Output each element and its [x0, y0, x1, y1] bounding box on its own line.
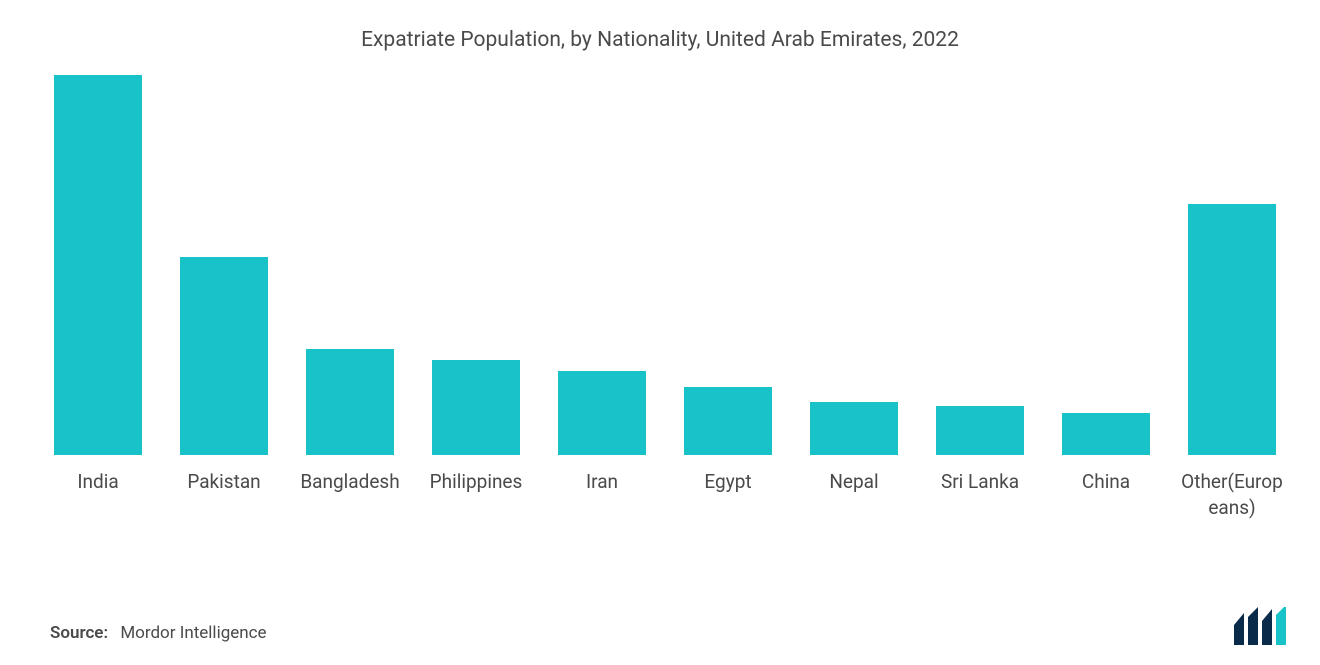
source-label: Source: [50, 623, 108, 643]
bar-column: India [35, 75, 161, 555]
bar-wrap [917, 75, 1043, 455]
bar [54, 75, 142, 455]
bar [180, 257, 268, 455]
bar [684, 387, 772, 455]
source-value: Mordor Intelligence [120, 623, 266, 643]
bar-wrap [1169, 75, 1295, 455]
bar-column: Sri Lanka [917, 75, 1043, 555]
bar-category-label: Bangladesh [300, 469, 399, 495]
bar-chart: India Pakistan Bangladesh Philippines Iran Eg… [35, 75, 1295, 555]
bar-column: Other(Europeans) [1169, 75, 1295, 555]
bar [810, 402, 898, 455]
bar-column: Egypt [665, 75, 791, 555]
chart-title: Expatriate Population, by Nationality, U… [0, 0, 1320, 52]
bar-category-label: India [77, 469, 118, 495]
bar-wrap [791, 75, 917, 455]
bar-column: Bangladesh [287, 75, 413, 555]
bar-wrap [287, 75, 413, 455]
bar-wrap [539, 75, 665, 455]
bar-wrap [665, 75, 791, 455]
bar [1062, 413, 1150, 455]
bar-category-label: Pakistan [187, 469, 260, 495]
bar-column: China [1043, 75, 1169, 555]
bar-column: Pakistan [161, 75, 287, 555]
bar-column: Nepal [791, 75, 917, 555]
bar [936, 406, 1024, 455]
bar-category-label: China [1082, 469, 1130, 495]
bar [558, 371, 646, 455]
bar [1188, 204, 1276, 455]
bar-wrap [35, 75, 161, 455]
bar-wrap [161, 75, 287, 455]
bar-category-label: Iran [586, 469, 618, 495]
bar-category-label: Nepal [829, 469, 878, 495]
bar-category-label: Other(Europeans) [1180, 469, 1285, 520]
bar-category-label: Philippines [430, 469, 523, 495]
bar-column: Philippines [413, 75, 539, 555]
bar-column: Iran [539, 75, 665, 555]
bar-wrap [1043, 75, 1169, 455]
bar [432, 360, 520, 455]
bar-wrap [413, 75, 539, 455]
mordor-logo-icon [1234, 607, 1290, 645]
bar-category-label: Sri Lanka [941, 469, 1019, 495]
bar-category-label: Egypt [704, 469, 751, 495]
source-attribution: Source: Mordor Intelligence [50, 623, 267, 643]
bar [306, 349, 394, 455]
